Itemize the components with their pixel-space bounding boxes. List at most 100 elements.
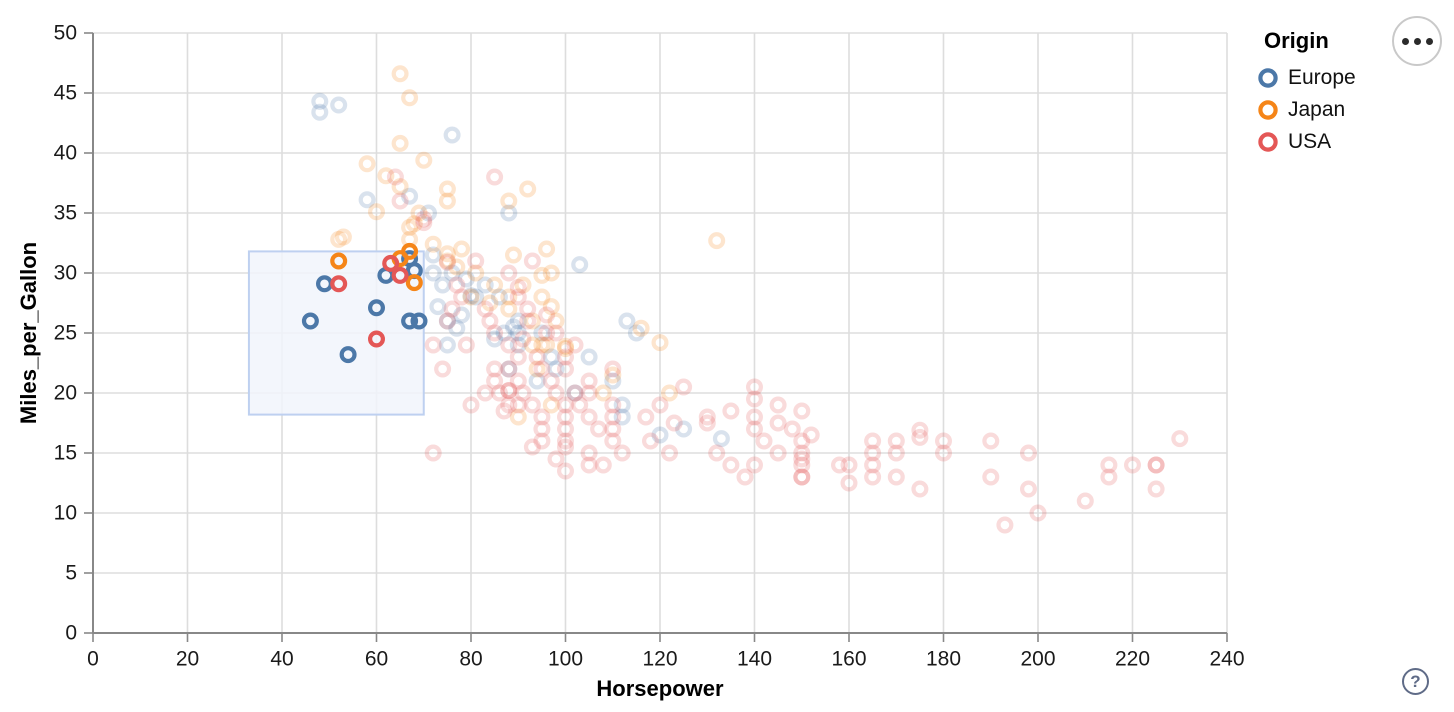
scatter-point [424, 336, 442, 354]
svg-text:60: 60 [365, 647, 388, 670]
scatter-point [604, 408, 622, 426]
scatter-point [1029, 504, 1047, 522]
scatter-point [793, 468, 811, 486]
scatter-point [538, 324, 556, 342]
scatter-point [864, 444, 882, 462]
scatter-point [438, 245, 456, 263]
scatter-point [556, 360, 574, 378]
legend-item-europe: Europe [1256, 62, 1356, 94]
scatter-point [500, 396, 518, 414]
scatter-point [547, 324, 565, 342]
scatter-point [509, 408, 527, 426]
scatter-point [368, 299, 386, 317]
scatter-point [509, 336, 527, 354]
scatter-point [911, 421, 929, 439]
scatter-point [1147, 480, 1165, 498]
scatter-point [339, 346, 357, 364]
scatter-point [538, 336, 556, 354]
scatter-point [556, 432, 574, 450]
scatter-point [580, 444, 598, 462]
scatter-point [934, 444, 952, 462]
scatter-point [793, 456, 811, 474]
scatter-point [391, 65, 409, 83]
legend-label: Japan [1288, 98, 1346, 121]
scatter-point [533, 420, 551, 438]
scatter-point [490, 288, 508, 306]
scatter-point [802, 426, 820, 444]
legend-title: Origin [1264, 28, 1329, 53]
scatter-point [840, 474, 858, 492]
scatter-point [391, 266, 409, 284]
scatter-point [500, 288, 518, 306]
scatter-point [556, 438, 574, 456]
scatter-point [542, 264, 560, 282]
svg-text:180: 180 [926, 647, 961, 670]
scatter-point [391, 192, 409, 210]
scatter-point [660, 444, 678, 462]
scatter-point [793, 402, 811, 420]
options-menu-button[interactable] [1392, 16, 1442, 66]
svg-text:20: 20 [54, 382, 77, 405]
scatter-point [311, 103, 329, 121]
scatter-point [420, 204, 438, 222]
scatter-point [547, 360, 565, 378]
scatter-point [594, 456, 612, 474]
scatter-point [1076, 492, 1094, 510]
scatter-point [330, 230, 348, 248]
svg-text:220: 220 [1115, 647, 1150, 670]
scatter-point [556, 337, 574, 355]
legend: Origin Europe Japan USA [1256, 28, 1356, 158]
japan-ring-icon [1258, 100, 1278, 120]
scatter-point [509, 278, 527, 296]
scatter-point [415, 210, 433, 228]
scatter-point [590, 420, 608, 438]
scatter-point [358, 191, 376, 209]
scatter-point [745, 390, 763, 408]
scatter-point [448, 319, 466, 337]
scatter-point [467, 288, 485, 306]
svg-text:35: 35 [54, 202, 77, 225]
scatter-point [330, 96, 348, 114]
scatter-point [410, 204, 428, 222]
scatter-point [1147, 456, 1165, 474]
scatter-point [528, 348, 546, 366]
x-axis-title: Horsepower [596, 676, 724, 701]
scatter-point [523, 396, 541, 414]
scatter-point [438, 312, 456, 330]
help-button[interactable]: ? [1402, 668, 1429, 695]
scatter-point [382, 254, 400, 272]
scatter-point [793, 444, 811, 462]
legend-item-japan: Japan [1256, 94, 1356, 126]
scatter-point [386, 168, 404, 186]
scatter-point [401, 187, 419, 205]
scatter-point [651, 334, 669, 352]
svg-text:40: 40 [270, 647, 293, 670]
scatter-point [500, 360, 518, 378]
scatter-point [424, 264, 442, 282]
scatter-point [604, 366, 622, 384]
scatter-point [453, 288, 471, 306]
scatter-point [911, 480, 929, 498]
scatter-point [793, 450, 811, 468]
scatter-point [533, 408, 551, 426]
scatter-point [665, 414, 683, 432]
scatter-point [580, 348, 598, 366]
scatter-point [571, 256, 589, 274]
svg-text:15: 15 [54, 442, 77, 465]
scatter-point [500, 336, 518, 354]
scatter-point [840, 456, 858, 474]
scatter-point [698, 408, 716, 426]
scatter-point [368, 203, 386, 221]
scatter-point [769, 414, 787, 432]
scatter-point [1123, 456, 1141, 474]
scatter-point [580, 456, 598, 474]
scatter-point [934, 432, 952, 450]
scatter-point [1100, 468, 1118, 486]
scatter-point [453, 306, 471, 324]
scatter-point [722, 456, 740, 474]
scatter-point [509, 312, 527, 330]
scatter-point [542, 372, 560, 390]
scatter-point [538, 240, 556, 258]
scatter-point [368, 330, 386, 348]
